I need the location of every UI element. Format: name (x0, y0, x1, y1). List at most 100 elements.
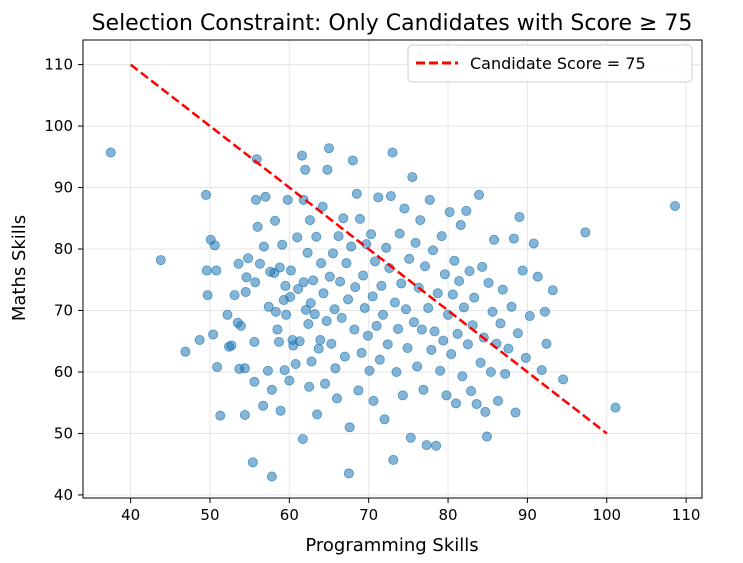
score-threshold-line (129, 63, 608, 435)
chart-title: Selection Constraint: Only Candidates wi… (92, 11, 693, 36)
data-point (329, 304, 340, 315)
data-point (381, 242, 392, 253)
score-threshold-layer (129, 63, 608, 435)
data-point (350, 282, 361, 293)
data-point (272, 324, 283, 335)
data-point (281, 309, 292, 320)
data-point (304, 381, 315, 392)
data-point (536, 365, 547, 376)
data-point (610, 402, 621, 413)
data-point (514, 212, 525, 223)
data-point (454, 275, 465, 286)
y-tick-label: 50 (54, 424, 73, 442)
data-point (407, 172, 418, 183)
data-point (359, 303, 370, 314)
data-point (368, 395, 379, 406)
data-point (320, 378, 331, 389)
data-point (421, 440, 432, 451)
data-point (458, 302, 469, 313)
data-point (457, 371, 468, 382)
data-point (475, 357, 486, 368)
data-point (416, 324, 427, 335)
y-axis-ticks: 40 50 60 70 80 90 100 110 (44, 56, 83, 504)
x-axis-ticks: 40 50 60 70 80 90 100 110 (121, 498, 700, 524)
data-point (105, 147, 116, 158)
data-point (547, 285, 558, 296)
data-point (249, 336, 260, 347)
data-point (300, 164, 311, 175)
data-point (201, 189, 212, 200)
data-point (438, 335, 449, 346)
data-point (367, 291, 378, 302)
data-point (431, 440, 442, 451)
data-point (393, 323, 404, 334)
data-point (489, 234, 500, 245)
data-point (539, 306, 550, 317)
data-point (279, 365, 290, 376)
data-point (524, 311, 535, 322)
data-point (391, 366, 402, 377)
data-point (462, 339, 473, 350)
data-point (270, 306, 281, 317)
data-point (212, 362, 223, 373)
data-point (338, 213, 349, 224)
data-point (435, 365, 446, 376)
data-point (371, 320, 382, 331)
data-point (394, 228, 405, 239)
data-point (258, 241, 269, 252)
data-point (331, 393, 342, 404)
data-point (316, 258, 327, 269)
data-point (487, 306, 498, 317)
y-tick-label: 60 (54, 363, 73, 381)
y-tick-label: 70 (54, 301, 73, 319)
data-point (347, 155, 358, 166)
data-point (370, 256, 381, 267)
data-point (233, 258, 244, 269)
data-point (469, 292, 480, 303)
data-point (254, 258, 265, 269)
data-point (330, 363, 341, 374)
data-point (308, 275, 319, 286)
data-point (302, 247, 313, 258)
data-point (432, 288, 443, 299)
data-point (274, 262, 285, 273)
data-point (356, 347, 367, 358)
data-point (400, 304, 411, 315)
data-point (485, 366, 496, 377)
data-point (155, 255, 166, 266)
data-point (215, 410, 226, 421)
data-point (424, 194, 435, 205)
data-point (670, 200, 681, 211)
data-point (208, 329, 219, 340)
data-point (439, 269, 450, 280)
data-point (399, 203, 410, 214)
data-point (282, 194, 293, 205)
data-point (377, 309, 388, 320)
data-point (321, 315, 332, 326)
data-point (209, 240, 220, 251)
data-point (408, 317, 419, 328)
data-point (258, 400, 269, 411)
data-point (405, 432, 416, 443)
data-points (105, 143, 681, 482)
y-tick-label: 80 (54, 240, 73, 258)
data-point (318, 288, 329, 299)
data-point (303, 319, 314, 330)
data-point (382, 339, 393, 350)
data-point (480, 406, 491, 417)
data-point (558, 374, 569, 385)
x-tick-label: 110 (672, 506, 701, 524)
data-point (306, 356, 317, 367)
x-tick-label: 80 (439, 506, 458, 524)
data-point (420, 261, 431, 272)
y-tick-label: 100 (44, 117, 73, 135)
data-point (464, 266, 475, 277)
y-axis-label: Maths Skills (9, 215, 30, 321)
data-point (397, 390, 408, 401)
data-point (251, 194, 262, 205)
data-point (343, 468, 354, 479)
data-point (241, 272, 252, 283)
data-point (483, 277, 494, 288)
data-point (452, 328, 463, 339)
data-point (349, 324, 360, 335)
